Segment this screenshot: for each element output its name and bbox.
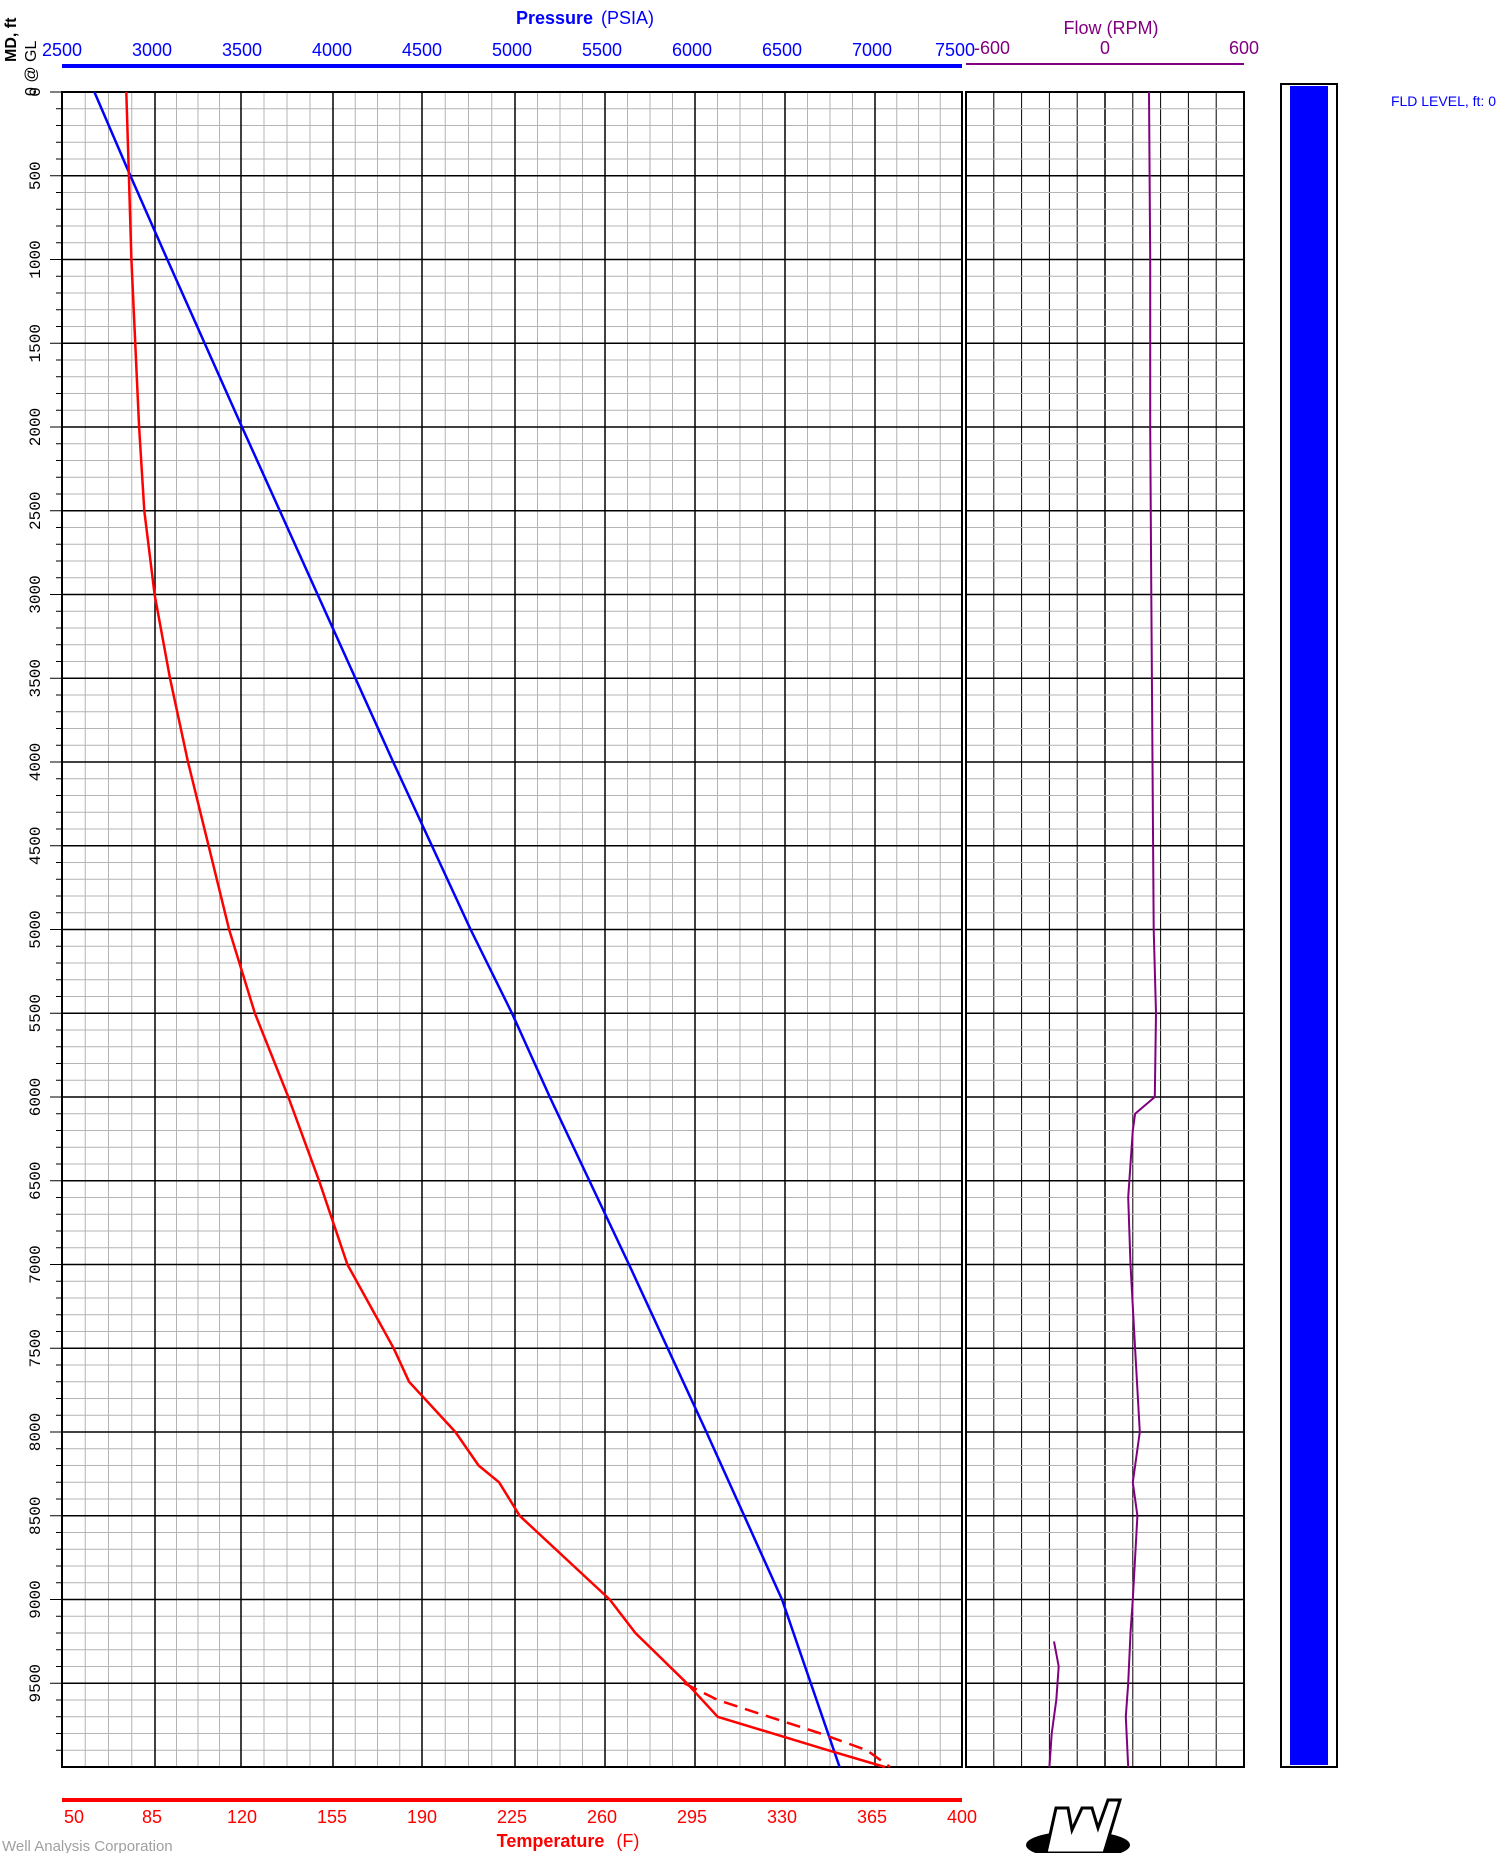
temperature-tick-label: 295 bbox=[677, 1807, 707, 1827]
depth-tick-label: 2000 bbox=[27, 408, 45, 446]
temperature-curve-dashed bbox=[683, 1682, 891, 1769]
pressure-tick-label: 7000 bbox=[852, 40, 892, 60]
depth-tick-label: 8000 bbox=[27, 1413, 45, 1451]
fluid-level-bar bbox=[1290, 86, 1328, 1765]
depth-tick-label: 9500 bbox=[27, 1664, 45, 1702]
fluid-level-track-frame bbox=[1280, 83, 1338, 1768]
pressure-tick-label: 6000 bbox=[672, 40, 712, 60]
depth-tick-label: 5500 bbox=[27, 994, 45, 1032]
depth-tick-label: 3500 bbox=[27, 659, 45, 697]
fluid-level-label: FLD LEVEL, ft: 0 bbox=[1391, 93, 1496, 109]
pressure-tick-label: 4500 bbox=[402, 40, 442, 60]
company-logo bbox=[1026, 1798, 1130, 1853]
flow-track-frame bbox=[965, 91, 1245, 1768]
pressure-curve bbox=[93, 91, 841, 1768]
temperature-tick-label: 190 bbox=[407, 1807, 437, 1827]
depth-tick-label: 6500 bbox=[27, 1162, 45, 1200]
depth-tick-label: 8500 bbox=[27, 1497, 45, 1535]
pressure-tick-label: 5500 bbox=[582, 40, 622, 60]
depth-tick-label: 2500 bbox=[27, 492, 45, 530]
temperature-tick-label: 400 bbox=[947, 1807, 977, 1827]
temperature-tick-label: 330 bbox=[767, 1807, 797, 1827]
depth-axis-title: MD, ft bbox=[3, 17, 20, 62]
temperature-tick-label: 225 bbox=[497, 1807, 527, 1827]
curves bbox=[93, 91, 1157, 1769]
depth-axis-title-group: MD, ft 0 @ GL bbox=[3, 17, 40, 96]
depth-tick-label: 1500 bbox=[27, 324, 45, 362]
temperature-axis-unit: (F) bbox=[616, 1831, 639, 1851]
depth-tick-label: 500 bbox=[27, 161, 45, 190]
depth-tick-label: 1000 bbox=[27, 240, 45, 278]
flow-tick-label: -600 bbox=[974, 38, 1010, 58]
pressure-axis-unit: (PSIA) bbox=[601, 8, 654, 28]
depth-tick-label: 7500 bbox=[27, 1329, 45, 1367]
depth-tick-label: 9000 bbox=[27, 1580, 45, 1618]
temperature-tick-label: 155 bbox=[317, 1807, 347, 1827]
temperature-tick-labels: 50 85 120 155 190 225 260 295 330 365 400 bbox=[64, 1807, 977, 1827]
depth-tick-label: 4000 bbox=[27, 743, 45, 781]
flow-curve bbox=[1124, 91, 1157, 1768]
temperature-tick-label: 120 bbox=[227, 1807, 257, 1827]
flow-tick-label: 600 bbox=[1229, 38, 1259, 58]
pressure-axis-label: Pressure bbox=[516, 8, 593, 28]
depth-axis-subtitle: 0 @ GL bbox=[23, 41, 40, 96]
main-track-grid bbox=[61, 91, 963, 1768]
depth-tick-label: 5000 bbox=[27, 910, 45, 948]
pressure-tick-label: 6500 bbox=[762, 40, 802, 60]
pressure-tick-labels: 2500 3000 3500 4000 4500 5000 5500 6000 6500 7000… bbox=[42, 40, 975, 60]
flow-curve-secondary bbox=[1048, 1641, 1060, 1768]
temperature-tick-label: 85 bbox=[142, 1807, 162, 1827]
pressure-tick-label: 7500 bbox=[935, 40, 975, 60]
flow-track-grid bbox=[965, 91, 1245, 1768]
depth-tick-label: 7000 bbox=[27, 1245, 45, 1283]
depth-tick-labels: 0 500 1000 1500 2000 2500 3000 3500 4000 4500 5000… bbox=[27, 87, 62, 1751]
depth-tick-label: 6000 bbox=[27, 1078, 45, 1116]
flow-axis-title: Flow (RPM) bbox=[1064, 18, 1159, 38]
depth-tick-label: 4500 bbox=[27, 827, 45, 865]
company-name: Well Analysis Corporation bbox=[2, 1838, 173, 1853]
pressure-tick-label: 5000 bbox=[492, 40, 532, 60]
depth-tick-label: 0 bbox=[27, 87, 45, 97]
temperature-tick-label: 50 bbox=[64, 1807, 84, 1827]
pressure-axis-title: Pressure (PSIA) bbox=[516, 8, 654, 28]
temperature-tick-label: 365 bbox=[857, 1807, 887, 1827]
flow-tick-labels: -600 0 600 bbox=[974, 38, 1259, 58]
temperature-tick-label: 260 bbox=[587, 1807, 617, 1827]
depth-tick-label: 3000 bbox=[27, 575, 45, 613]
temperature-axis-label: Temperature bbox=[497, 1831, 605, 1851]
temperature-curve bbox=[125, 91, 886, 1769]
pressure-tick-label: 4000 bbox=[312, 40, 352, 60]
pressure-tick-label: 2500 bbox=[42, 40, 82, 60]
pressure-tick-label: 3000 bbox=[132, 40, 172, 60]
flow-tick-label: 0 bbox=[1100, 38, 1110, 58]
pressure-tick-label: 3500 bbox=[222, 40, 262, 60]
temperature-axis-title: Temperature (F) bbox=[497, 1831, 640, 1851]
